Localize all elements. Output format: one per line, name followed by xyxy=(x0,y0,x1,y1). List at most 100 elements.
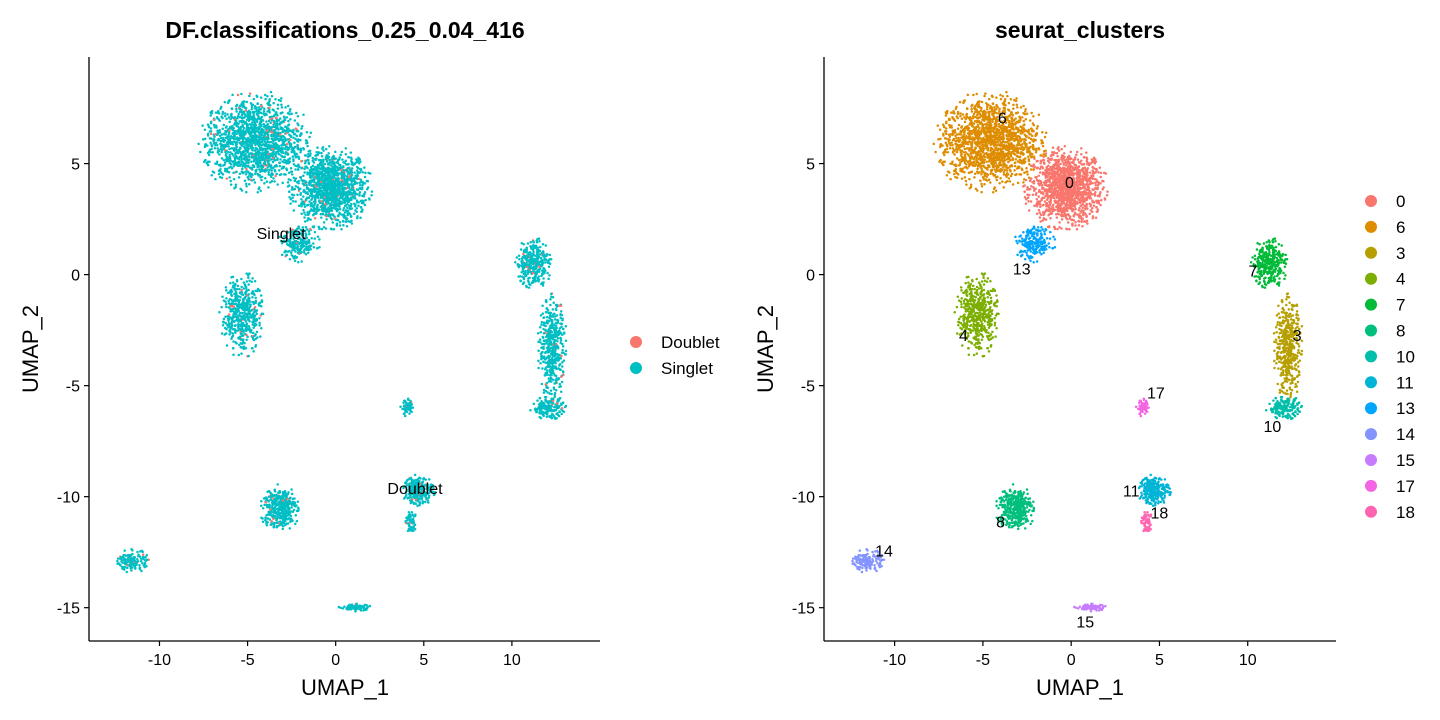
scatter-point xyxy=(279,99,282,103)
scatter-point xyxy=(209,130,213,133)
scatter-point xyxy=(291,196,294,199)
scatter-point xyxy=(250,346,254,350)
scatter-point xyxy=(249,111,252,115)
scatter-point xyxy=(523,264,527,267)
scatter-point xyxy=(324,199,327,202)
scatter-point xyxy=(261,138,264,142)
scatter-point xyxy=(253,131,257,135)
scatter-point xyxy=(225,344,229,347)
scatter-point xyxy=(333,217,336,220)
scatter-point xyxy=(251,320,254,324)
scatter-point xyxy=(343,186,347,190)
scatter-point xyxy=(532,240,535,243)
scatter-point xyxy=(328,173,332,176)
scatter-point xyxy=(290,188,294,191)
scatter-point xyxy=(559,339,563,342)
scatter-point xyxy=(542,266,545,270)
scatter-point xyxy=(343,200,346,203)
scatter-point xyxy=(247,325,251,328)
scatter-point xyxy=(407,523,411,526)
scatter-point xyxy=(292,508,296,512)
scatter-point xyxy=(292,133,296,136)
scatter-point xyxy=(232,327,235,331)
scatter-point xyxy=(408,513,412,517)
scatter-point xyxy=(214,177,217,181)
scatter-point xyxy=(538,239,541,243)
scatter-point xyxy=(342,209,345,212)
scatter-point xyxy=(244,131,247,134)
scatter-point xyxy=(331,171,334,174)
scatter-point xyxy=(298,134,302,138)
scatter-point xyxy=(272,101,275,105)
scatter-point xyxy=(234,142,238,145)
scatter-point xyxy=(418,476,421,480)
scatter-point xyxy=(334,150,337,154)
scatter-point xyxy=(340,192,343,195)
scatter-point xyxy=(287,171,291,175)
scatter-point xyxy=(350,188,353,192)
scatter-point xyxy=(319,205,323,209)
scatter-point xyxy=(290,254,294,257)
scatter-point xyxy=(326,198,330,201)
scatter-point xyxy=(531,248,535,252)
scatter-point xyxy=(542,414,545,418)
scatter-point xyxy=(250,292,253,295)
scatter-point xyxy=(408,401,412,404)
scatter-point xyxy=(269,145,272,148)
scatter-point xyxy=(410,519,413,523)
scatter-point xyxy=(283,161,286,164)
scatter-point xyxy=(274,174,277,178)
scatter-point xyxy=(563,405,567,409)
scatter-point xyxy=(246,304,249,308)
scatter-point xyxy=(347,204,351,208)
scatter-point xyxy=(271,160,275,164)
scatter-point xyxy=(222,147,226,150)
scatter-point xyxy=(305,242,308,246)
scatter-point xyxy=(289,135,293,139)
scatter-point xyxy=(358,181,362,184)
scatter-point xyxy=(536,251,540,254)
scatter-point xyxy=(350,186,354,190)
scatter-point xyxy=(222,164,225,167)
scatter-point xyxy=(305,236,309,240)
scatter-point xyxy=(214,111,218,114)
scatter-point xyxy=(276,113,279,117)
scatter-point xyxy=(246,274,250,277)
scatter-point xyxy=(550,377,553,381)
scatter-point xyxy=(337,172,341,175)
scatter-point xyxy=(271,166,275,170)
scatter-point xyxy=(312,212,316,216)
scatter-point xyxy=(293,150,296,153)
scatter-point xyxy=(270,158,273,161)
scatter-point xyxy=(206,144,209,147)
scatter-point xyxy=(259,504,263,508)
scatter-point xyxy=(294,156,298,159)
scatter-point xyxy=(322,167,325,170)
scatter-point xyxy=(295,180,299,184)
scatter-point xyxy=(328,188,332,191)
scatter-point xyxy=(274,97,277,101)
scatter-point xyxy=(536,399,539,402)
scatter-point xyxy=(241,167,244,171)
scatter-point xyxy=(234,282,237,286)
scatter-point xyxy=(259,154,263,158)
scatter-point xyxy=(564,324,568,328)
scatter-point xyxy=(246,312,250,316)
scatter-point xyxy=(228,99,231,102)
scatter-point xyxy=(539,412,543,415)
scatter-point xyxy=(542,360,545,363)
scatter-point xyxy=(544,373,547,377)
scatter-point xyxy=(215,141,218,144)
scatter-point xyxy=(234,329,237,333)
scatter-point xyxy=(316,153,320,157)
scatter-point xyxy=(290,148,293,151)
scatter-point xyxy=(228,147,231,151)
scatter-point xyxy=(560,412,563,416)
scatter-point xyxy=(260,175,264,178)
scatter-point xyxy=(210,147,213,151)
scatter-point xyxy=(554,324,557,328)
scatter-point xyxy=(249,331,253,334)
scatter-point xyxy=(405,407,409,411)
scatter-point xyxy=(351,177,355,181)
scatter-point xyxy=(302,208,305,212)
